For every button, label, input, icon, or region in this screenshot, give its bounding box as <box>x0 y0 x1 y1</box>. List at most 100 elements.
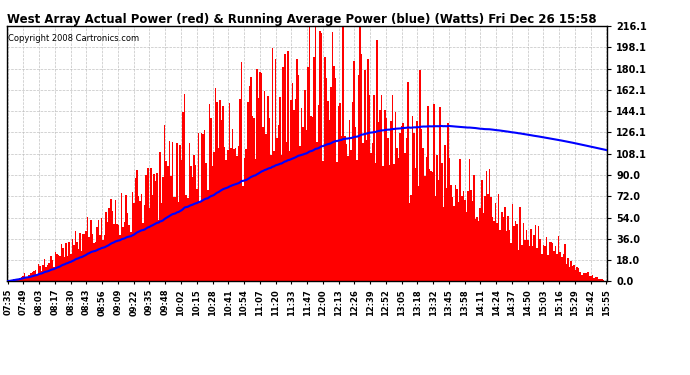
Bar <box>481 180 482 281</box>
Bar <box>255 159 256 281</box>
Bar <box>166 160 167 281</box>
Bar <box>575 270 576 281</box>
Bar <box>561 257 562 281</box>
Bar <box>464 200 466 281</box>
Bar <box>552 243 553 281</box>
Bar <box>96 227 98 281</box>
Bar <box>301 108 302 281</box>
Bar <box>266 134 267 281</box>
Bar <box>406 138 407 281</box>
Bar <box>164 126 166 281</box>
Bar <box>595 278 596 281</box>
Bar <box>181 160 182 281</box>
Bar <box>288 151 290 281</box>
Bar <box>306 130 307 281</box>
Bar <box>447 123 448 281</box>
Bar <box>428 169 430 281</box>
Bar <box>580 272 581 281</box>
Bar <box>88 237 90 281</box>
Bar <box>235 148 236 281</box>
Bar <box>284 54 286 281</box>
Bar <box>259 72 261 281</box>
Bar <box>421 129 422 281</box>
Bar <box>202 135 204 281</box>
Bar <box>84 234 86 281</box>
Bar <box>68 243 70 281</box>
Bar <box>79 233 81 281</box>
Bar <box>324 57 326 281</box>
Bar <box>402 123 404 281</box>
Bar <box>442 207 444 281</box>
Bar <box>382 166 384 281</box>
Bar <box>513 226 515 281</box>
Bar <box>461 196 462 281</box>
Bar <box>321 33 322 281</box>
Bar <box>14 279 16 281</box>
Bar <box>581 275 582 281</box>
Bar <box>441 163 442 281</box>
Bar <box>516 224 518 281</box>
Bar <box>358 75 359 281</box>
Bar <box>495 203 496 281</box>
Bar <box>393 164 395 281</box>
Bar <box>586 273 587 281</box>
Bar <box>478 221 480 281</box>
Bar <box>335 78 336 281</box>
Bar <box>512 204 513 281</box>
Bar <box>133 203 135 281</box>
Bar <box>453 206 455 281</box>
Bar <box>535 225 536 281</box>
Bar <box>201 133 202 281</box>
Bar <box>380 110 381 281</box>
Bar <box>590 276 592 281</box>
Bar <box>327 101 328 281</box>
Bar <box>275 59 276 281</box>
Bar <box>115 200 116 281</box>
Bar <box>184 94 186 281</box>
Bar <box>36 274 38 281</box>
Bar <box>373 95 375 281</box>
Bar <box>347 156 348 281</box>
Bar <box>72 239 73 281</box>
Bar <box>108 208 110 281</box>
Bar <box>484 196 486 281</box>
Bar <box>278 125 279 281</box>
Bar <box>533 235 535 281</box>
Bar <box>319 31 321 281</box>
Bar <box>256 69 258 281</box>
Bar <box>295 99 296 281</box>
Bar <box>121 193 122 281</box>
Bar <box>520 207 521 281</box>
Bar <box>138 196 139 281</box>
Bar <box>90 220 92 281</box>
Bar <box>46 267 47 281</box>
Bar <box>467 192 469 281</box>
Text: West Array Actual Power (red) & Running Average Power (blue) (Watts) Fri Dec 26 : West Array Actual Power (red) & Running … <box>7 13 597 26</box>
Bar <box>126 195 127 281</box>
Bar <box>61 244 62 281</box>
Bar <box>135 178 136 281</box>
Bar <box>538 226 540 281</box>
Bar <box>598 279 600 281</box>
Bar <box>142 223 144 281</box>
Bar <box>589 276 590 281</box>
Bar <box>460 159 461 281</box>
Bar <box>407 82 408 281</box>
Bar <box>13 279 14 281</box>
Bar <box>208 104 210 281</box>
Bar <box>146 176 147 281</box>
Bar <box>313 57 315 281</box>
Bar <box>167 166 168 281</box>
Bar <box>422 148 424 281</box>
Bar <box>56 254 58 281</box>
Bar <box>469 159 470 281</box>
Bar <box>507 216 509 281</box>
Bar <box>348 120 350 281</box>
Bar <box>150 168 152 281</box>
Bar <box>446 188 447 281</box>
Bar <box>101 217 102 281</box>
Bar <box>75 231 76 281</box>
Bar <box>41 271 42 281</box>
Bar <box>440 107 441 281</box>
Bar <box>139 201 141 281</box>
